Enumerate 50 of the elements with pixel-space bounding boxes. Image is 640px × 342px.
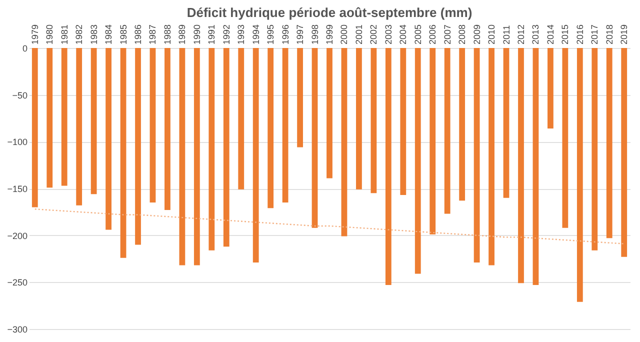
x-tick-label: 1995 <box>266 24 276 44</box>
x-tick-label: 1998 <box>310 24 320 44</box>
x-tick-label: 2018 <box>604 24 614 44</box>
y-tick-label: −150 <box>7 184 28 194</box>
x-tick-label: 2006 <box>428 24 438 44</box>
line-series <box>34 208 625 244</box>
x-tick-label: 1984 <box>104 24 114 44</box>
x-tick-label: 1980 <box>44 24 55 44</box>
x-tick-label: 2013 <box>530 24 541 44</box>
x-tick-label: 1979 <box>30 24 40 44</box>
x-tick-label: 1991 <box>206 24 217 44</box>
x-tick-label: 2008 <box>457 24 468 44</box>
x-tick-label: 1982 <box>74 24 84 44</box>
x-tick-label: 2012 <box>516 24 526 44</box>
x-tick-label: 2014 <box>545 24 556 44</box>
x-tick-label: 1985 <box>118 24 128 44</box>
y-tick-label: −250 <box>7 278 28 288</box>
y-tick-label: −100 <box>7 137 28 148</box>
x-tick-label: 1986 <box>133 24 144 44</box>
x-tick-label: 1990 <box>192 24 202 44</box>
x-tick-label: 2015 <box>560 24 570 44</box>
x-tick-label: 2010 <box>486 24 497 44</box>
chart-title: Déficit hydrique période août-septembre (mm) <box>186 4 472 20</box>
x-tick-label: 2004 <box>398 24 408 44</box>
x-tick-label: 1999 <box>324 24 334 44</box>
y-tick-label: −50 <box>12 90 28 100</box>
x-tick-label: 1987 <box>148 24 158 44</box>
x-tick-label: 2017 <box>590 24 600 44</box>
x-tick-label: 1994 <box>250 24 261 44</box>
x-tick-label: 2009 <box>472 24 482 44</box>
x-tick-label: 1997 <box>295 24 306 44</box>
x-tick-label: 2001 <box>354 24 364 44</box>
y-tick-label: −300 <box>7 324 28 334</box>
x-tick-label: 1992 <box>221 24 232 44</box>
y-tick-label: 0 <box>22 44 28 54</box>
y-tick-label: −200 <box>7 230 28 241</box>
x-tick-label: 1989 <box>177 24 188 44</box>
x-tick-label: 2003 <box>383 24 394 44</box>
x-tick-label: 1981 <box>59 24 70 44</box>
x-tick-label: 2016 <box>574 24 585 44</box>
x-tick-label: 1983 <box>88 24 99 44</box>
x-tick-label: 2002 <box>368 24 379 44</box>
x-tick-label: 1996 <box>280 24 290 44</box>
x-tick-label: 1988 <box>162 24 172 44</box>
x-tick-label: 2011 <box>501 25 512 44</box>
x-tick-label: 2000 <box>339 24 350 44</box>
x-tick-label: 2005 <box>412 24 423 44</box>
x-tick-label: 2007 <box>442 24 452 44</box>
x-tick-label: 2019 <box>619 24 630 44</box>
x-tick-label: 1993 <box>236 24 246 44</box>
